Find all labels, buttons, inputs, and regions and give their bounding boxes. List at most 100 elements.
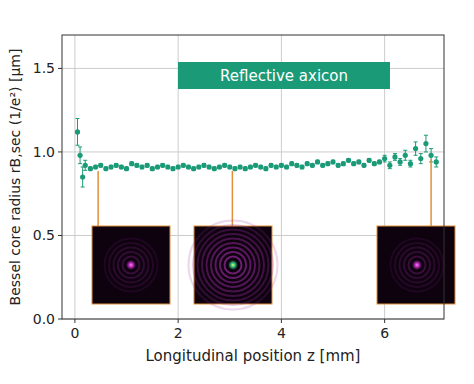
error-bar xyxy=(88,167,92,170)
point xyxy=(253,163,258,168)
tick-label: 0.5 xyxy=(33,227,55,243)
inset-spot xyxy=(228,260,238,270)
point xyxy=(434,159,439,164)
title: Reflective axicon xyxy=(220,67,348,85)
point xyxy=(181,163,186,168)
tick xyxy=(178,319,179,323)
point xyxy=(320,163,325,168)
error-bar xyxy=(290,162,294,165)
error-bar xyxy=(238,165,242,168)
error-bar xyxy=(269,164,273,167)
tick xyxy=(281,319,282,323)
point xyxy=(325,161,330,166)
error-bar xyxy=(228,165,232,168)
inset-ring xyxy=(216,248,251,283)
error-cap xyxy=(75,145,79,146)
inset-frame xyxy=(92,226,170,304)
point xyxy=(98,163,103,168)
error-cap xyxy=(419,153,423,154)
tick-label: 0 xyxy=(70,325,79,341)
error-bar xyxy=(202,164,206,167)
point xyxy=(392,154,397,159)
error-bar xyxy=(166,165,170,168)
error-bar xyxy=(352,162,356,165)
point xyxy=(361,163,366,168)
error-bar xyxy=(197,165,201,168)
inset-image xyxy=(92,226,170,304)
error-bar xyxy=(119,165,123,168)
point xyxy=(201,163,206,168)
point xyxy=(129,161,134,166)
error-cap xyxy=(75,118,79,119)
point xyxy=(341,161,346,166)
error-bar xyxy=(398,159,402,166)
inset-spot xyxy=(412,260,422,270)
error-cap xyxy=(424,151,428,152)
point xyxy=(124,166,129,171)
inset-frame xyxy=(377,226,455,304)
point xyxy=(294,163,299,168)
error-cap xyxy=(434,166,438,167)
inset-spot xyxy=(126,260,136,270)
tick xyxy=(58,68,62,69)
inset-connector xyxy=(97,171,99,226)
error-cap xyxy=(414,155,418,156)
inset-ring xyxy=(198,230,269,301)
error-bar xyxy=(254,164,258,167)
error-bar xyxy=(109,165,113,168)
error-cap xyxy=(403,160,407,161)
point xyxy=(114,163,119,168)
point xyxy=(165,164,170,169)
point xyxy=(351,161,356,166)
point xyxy=(310,163,315,168)
point xyxy=(336,163,341,168)
tick-label: 0.0 xyxy=(33,311,55,327)
error-bar xyxy=(310,164,314,167)
point xyxy=(243,166,248,171)
tick xyxy=(58,151,62,152)
error-cap xyxy=(388,168,392,169)
point xyxy=(248,164,253,169)
y-axis-label: Bessel core radius rB,sec (1/e²) [µm] xyxy=(7,49,23,306)
point xyxy=(145,163,150,168)
error-bar xyxy=(140,165,144,168)
error-bar xyxy=(243,167,247,170)
point xyxy=(289,161,294,166)
point xyxy=(382,156,387,161)
point xyxy=(403,153,408,158)
point xyxy=(170,166,175,171)
error-bar xyxy=(285,165,289,168)
point xyxy=(299,164,304,169)
point xyxy=(258,164,263,169)
point xyxy=(227,164,232,169)
point xyxy=(176,164,181,169)
error-bar xyxy=(78,147,82,164)
error-bar xyxy=(372,162,376,165)
point xyxy=(367,158,372,163)
error-bar xyxy=(347,159,351,162)
error-cap xyxy=(78,146,82,147)
error-bar xyxy=(388,162,392,169)
inset-ring xyxy=(193,225,273,305)
point xyxy=(418,156,423,161)
error-bar xyxy=(300,165,304,168)
error-bar xyxy=(305,162,309,165)
tick-label: 4 xyxy=(277,325,286,341)
error-bar xyxy=(331,160,335,163)
error-bar xyxy=(408,160,412,167)
error-bar xyxy=(367,159,371,162)
point xyxy=(268,163,273,168)
point xyxy=(232,166,237,171)
data-group xyxy=(75,119,439,187)
point xyxy=(387,163,392,168)
inset-ring xyxy=(225,257,242,274)
error-cap xyxy=(393,160,397,161)
error-bar xyxy=(130,162,134,165)
grid-line xyxy=(62,151,444,152)
error-bar xyxy=(393,154,397,161)
point xyxy=(423,141,428,146)
error-bar xyxy=(316,160,320,163)
point xyxy=(75,129,80,134)
error-cap xyxy=(398,158,402,159)
error-cap xyxy=(83,160,87,161)
